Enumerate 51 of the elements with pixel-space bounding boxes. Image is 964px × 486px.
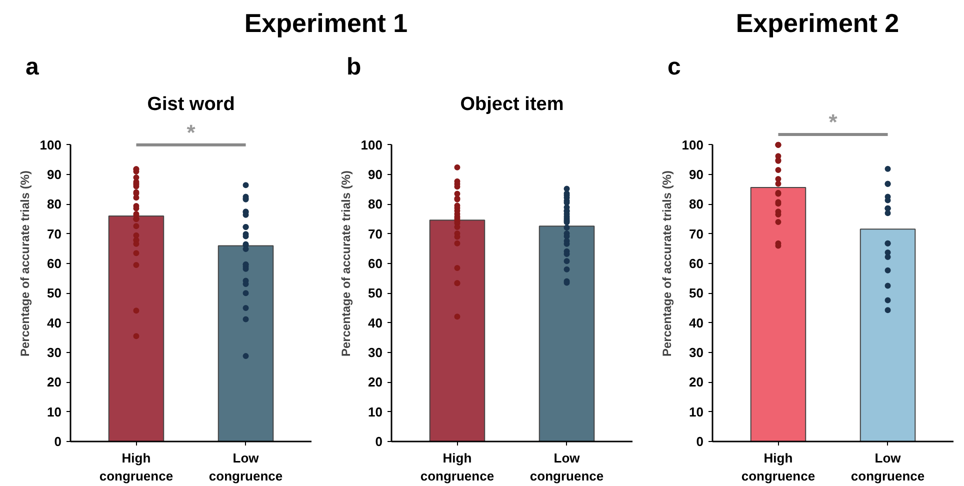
y-tick-label: 80 [47, 196, 62, 212]
x-tick-label: High congruence [420, 450, 494, 484]
y-axis-title: Percentage of accurate trials (%) [660, 170, 674, 357]
text: a [26, 54, 40, 80]
y-tick-label: 70 [47, 226, 62, 242]
y-tick-label: 80 [368, 196, 383, 212]
y-tick-label: 10 [368, 404, 383, 420]
y-tick-label: 40 [47, 315, 62, 330]
y-tick-label: 60 [47, 256, 62, 271]
y-tick-label: 20 [368, 374, 383, 390]
text: Experiment 2 [736, 7, 900, 40]
x-tick-label: High congruence [99, 450, 174, 484]
text: * [828, 109, 838, 134]
y-tick-label: 0 [696, 434, 704, 449]
y-tick-label: 40 [368, 315, 383, 330]
y-tick-label: 30 [689, 345, 704, 360]
y-tick-label: 30 [368, 345, 383, 360]
y-axis-title: Percentage of accurate trials (%) [338, 170, 353, 357]
x-tick-label: Low congruence [530, 450, 604, 484]
chart-title: Gist word [147, 94, 235, 116]
y-tick-label: 0 [54, 434, 62, 449]
y-tick-label: 10 [47, 404, 62, 420]
y-tick-label: 60 [689, 256, 704, 271]
y-tick-label: 70 [368, 226, 383, 242]
y-tick-label: 20 [689, 374, 704, 390]
text: Experiment 1 [244, 7, 408, 40]
y-tick-label: 100 [40, 137, 62, 152]
chart-title: Object item [460, 94, 564, 116]
text: c [668, 54, 681, 80]
y-tick-label: 50 [47, 286, 62, 301]
annotation: * [186, 120, 196, 145]
y-tick-label: 40 [689, 315, 704, 330]
y-tick-label: 80 [689, 196, 704, 212]
y-tick-label: 100 [360, 137, 383, 152]
y-axis-title: Percentage of accurate trials (%) [18, 170, 32, 357]
text: b [346, 54, 362, 80]
y-tick-label: 20 [47, 374, 62, 390]
y-tick-label: 90 [47, 167, 62, 182]
x-tick-label: Low congruence [850, 450, 925, 484]
y-tick-label: 30 [47, 345, 62, 360]
y-tick-label: 50 [689, 286, 704, 301]
y-tick-label: 100 [682, 137, 704, 152]
y-tick-label: 90 [689, 167, 704, 182]
x-tick-label: High congruence [741, 450, 816, 484]
x-tick-label: Low congruence [208, 450, 283, 484]
y-tick-label: 60 [368, 256, 383, 271]
y-tick-label: 0 [375, 434, 383, 449]
y-tick-label: 70 [689, 226, 704, 242]
y-tick-label: 10 [689, 404, 704, 420]
y-tick-label: 50 [368, 286, 383, 301]
y-tick-label: 90 [368, 167, 383, 182]
